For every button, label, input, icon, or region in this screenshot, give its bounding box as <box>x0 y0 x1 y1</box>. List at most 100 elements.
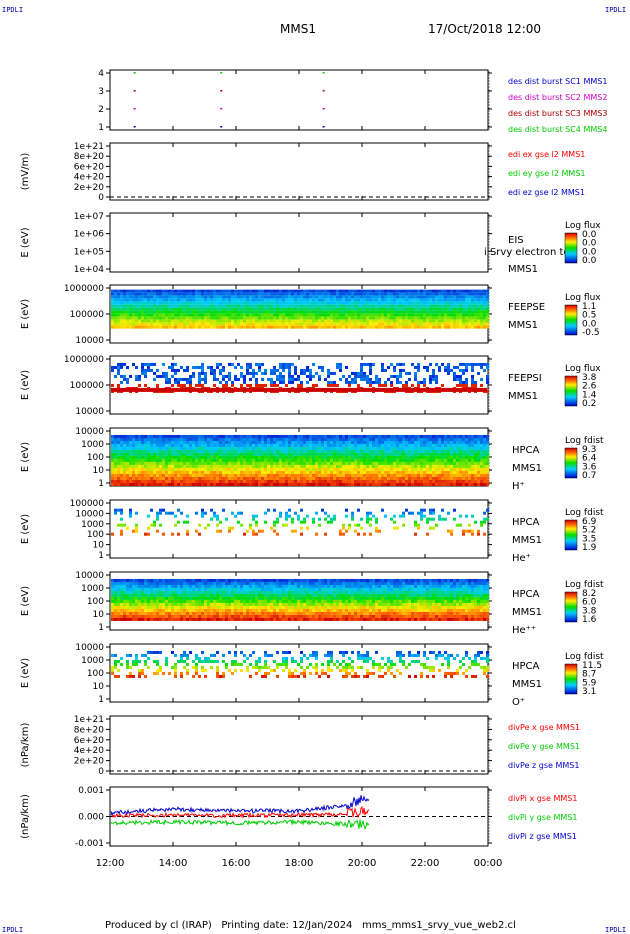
heatmap-cell <box>435 319 438 323</box>
heatmap-cell <box>390 362 393 366</box>
heatmap-cell <box>126 310 129 314</box>
heatmap-cell <box>189 307 192 311</box>
heatmap-cell <box>198 455 201 459</box>
heatmap-cell <box>465 479 468 483</box>
heatmap-cell <box>333 325 336 329</box>
heatmap-cell <box>225 304 228 308</box>
heatmap-cell <box>366 304 369 308</box>
heatmap-cell <box>135 304 138 308</box>
heatmap-cell <box>393 461 396 465</box>
heatmap-cell <box>366 380 369 384</box>
heatmap-cell <box>228 443 231 447</box>
heatmap-cell <box>288 380 291 384</box>
heatmap-cell <box>174 440 177 444</box>
heatmap-cell <box>165 467 168 471</box>
heatmap-cell <box>234 464 237 468</box>
heatmap-cell <box>291 461 294 465</box>
heatmap-cell <box>189 479 192 483</box>
panel-label: EIS <box>508 235 524 246</box>
heatmap-cell <box>324 437 327 441</box>
heatmap-cell <box>345 508 348 512</box>
heatmap-cell <box>324 517 327 521</box>
heatmap-cell <box>459 304 462 308</box>
heatmap-cell <box>363 452 366 456</box>
heatmap-cell <box>135 313 138 317</box>
heatmap-cell <box>252 301 255 305</box>
heatmap-cell <box>120 532 123 536</box>
heatmap-cell <box>471 532 474 536</box>
heatmap-cell <box>414 371 417 375</box>
heatmap-cell <box>228 304 231 308</box>
heatmap-cell <box>168 292 171 296</box>
heatmap-cell <box>330 440 333 444</box>
heatmap-cell <box>396 473 399 477</box>
heatmap-cell <box>297 383 300 387</box>
heatmap-cell <box>168 452 171 456</box>
heatmap-cell <box>198 289 201 293</box>
colorbar-tick-label: 0.0 <box>582 319 597 329</box>
heatmap-cell <box>273 470 276 474</box>
heatmap-cell <box>357 371 360 375</box>
heatmap-cell <box>444 476 447 480</box>
heatmap-cell <box>225 458 228 462</box>
heatmap-cell <box>180 325 183 329</box>
heatmap-cell <box>285 298 288 302</box>
heatmap-cell <box>213 304 216 308</box>
heatmap-cell <box>312 517 315 521</box>
heatmap-cell <box>141 322 144 326</box>
heatmap-cell <box>159 455 162 459</box>
heatmap-cell <box>252 316 255 320</box>
heatmap-cell <box>369 380 372 384</box>
heatmap-cell <box>234 289 237 293</box>
heatmap-cell <box>144 307 147 311</box>
heatmap-cell <box>366 520 369 524</box>
heatmap-cell <box>222 508 225 512</box>
heatmap-cell <box>321 368 324 372</box>
heatmap-cell <box>279 289 282 293</box>
heatmap-cell <box>195 313 198 317</box>
heatmap-cell <box>216 289 219 293</box>
heatmap-cell <box>114 304 117 308</box>
heatmap-cell <box>240 298 243 302</box>
heatmap-cell <box>324 458 327 462</box>
heatmap-cell <box>129 325 132 329</box>
panel-label: H⁺ <box>512 481 525 492</box>
heatmap-cell <box>459 467 462 471</box>
heatmap-cell <box>168 365 171 369</box>
heatmap-cell <box>189 316 192 320</box>
heatmap-cell <box>456 482 459 486</box>
heatmap-cell <box>138 446 141 450</box>
heatmap-cell <box>168 476 171 480</box>
heatmap-cell <box>450 455 453 459</box>
heatmap-cell <box>456 289 459 293</box>
heatmap-cell <box>201 514 204 518</box>
heatmap-cell <box>186 470 189 474</box>
heatmap-cell <box>156 529 159 533</box>
heatmap-cell <box>366 479 369 483</box>
heatmap-cell <box>387 295 390 299</box>
heatmap-cell <box>156 322 159 326</box>
heatmap-cell <box>453 470 456 474</box>
heatmap-cell <box>465 307 468 311</box>
heatmap-cell <box>234 443 237 447</box>
heatmap-cell <box>207 470 210 474</box>
heatmap-cell <box>231 289 234 293</box>
heatmap-cell <box>282 461 285 465</box>
heatmap-cell <box>474 476 477 480</box>
heatmap-cell <box>315 307 318 311</box>
heatmap-cell <box>399 371 402 375</box>
heatmap-cell <box>168 313 171 317</box>
heatmap-cell <box>393 476 396 480</box>
heatmap-cell <box>132 313 135 317</box>
heatmap-cell <box>168 449 171 453</box>
heatmap-cell <box>123 455 126 459</box>
heatmap-cell <box>144 292 147 296</box>
heatmap-cell <box>453 295 456 299</box>
heatmap-cell <box>447 316 450 320</box>
heatmap-cell <box>357 470 360 474</box>
heatmap-cell <box>366 298 369 302</box>
heatmap-cell <box>279 295 282 299</box>
heatmap-cell <box>474 452 477 456</box>
heatmap-cell <box>300 520 303 524</box>
heatmap-cell <box>444 443 447 447</box>
